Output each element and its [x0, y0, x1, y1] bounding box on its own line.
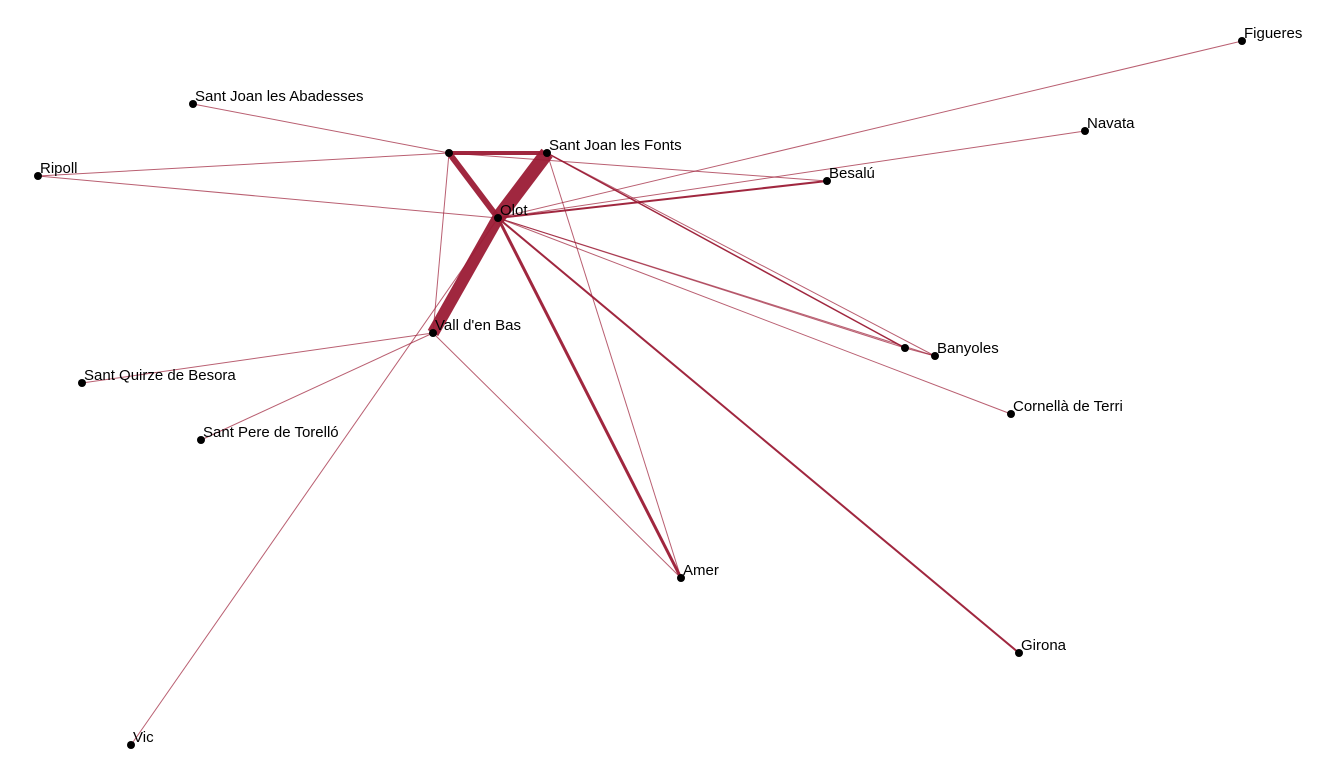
node-label-besalu: Besalú [829, 165, 875, 182]
node-sja [189, 100, 197, 108]
edge-sjf-olot [492, 148, 553, 223]
node-girona [1015, 649, 1023, 657]
edge-olot-girona [497, 217, 1020, 654]
node-sjf [543, 149, 551, 157]
edge-vall-spere [200, 332, 434, 441]
node-label-cornella: Cornellà de Terri [1013, 398, 1123, 415]
node-u2 [901, 344, 909, 352]
edge-olot-u2 [497, 217, 906, 349]
nodes: Figueres Navata Besalú Sant Joan les Fonts S… [34, 25, 1302, 749]
node-cornella [1007, 410, 1015, 418]
edge-vall-amer [432, 332, 682, 579]
node-label-navata: Navata [1087, 115, 1135, 132]
node-label-olot: Olot [500, 202, 528, 219]
edge-olot-figueres [497, 40, 1243, 219]
node-banyoles [931, 352, 939, 360]
edge-sjf-u2 [546, 152, 906, 349]
node-label-girona: Girona [1021, 637, 1067, 654]
node-squirze [78, 379, 86, 387]
node-label-vall: Vall d'en Bas [435, 317, 521, 334]
node-label-spere: Sant Pere de Torelló [203, 424, 339, 441]
edge-sjf-amer [546, 152, 682, 579]
edge-olot-amer [496, 217, 683, 579]
node-label-sjf: Sant Joan les Fonts [549, 137, 682, 154]
node-u1 [445, 149, 453, 157]
edge-u1-ripoll [37, 152, 450, 177]
node-vall [429, 329, 437, 337]
node-navata [1081, 127, 1089, 135]
edge-olot-besalu [497, 180, 828, 219]
edge-olot-ripoll [37, 175, 499, 219]
node-besalu [823, 177, 831, 185]
edge-vall-squirze [81, 332, 434, 384]
node-label-squirze: Sant Quirze de Besora [84, 367, 236, 384]
node-label-amer: Amer [683, 562, 719, 579]
node-label-ripoll: Ripoll [40, 160, 78, 177]
edge-olot-cornella [497, 217, 1012, 415]
node-figueres [1238, 37, 1246, 45]
edge-olot-vic [130, 217, 499, 746]
node-ripoll [34, 172, 42, 180]
node-label-banyoles: Banyoles [937, 340, 999, 357]
edge-u1-olot [446, 151, 501, 220]
node-label-sja: Sant Joan les Abadesses [195, 88, 363, 105]
edges [37, 40, 1243, 746]
edge-u1-besalu [448, 152, 828, 182]
node-olot [494, 214, 502, 222]
node-amer [677, 574, 685, 582]
node-label-vic: Vic [133, 729, 154, 746]
edge-olot-navata [497, 130, 1086, 219]
node-label-figueres: Figueres [1244, 25, 1302, 42]
edge-olot-vall [427, 215, 504, 336]
edge-sjf-banyoles [546, 152, 936, 357]
edge-u1-sja [192, 103, 450, 154]
edge-u1-vall [432, 152, 450, 334]
node-spere [197, 436, 205, 444]
edge-u2-banyoles [904, 347, 936, 357]
node-vic [127, 741, 135, 749]
